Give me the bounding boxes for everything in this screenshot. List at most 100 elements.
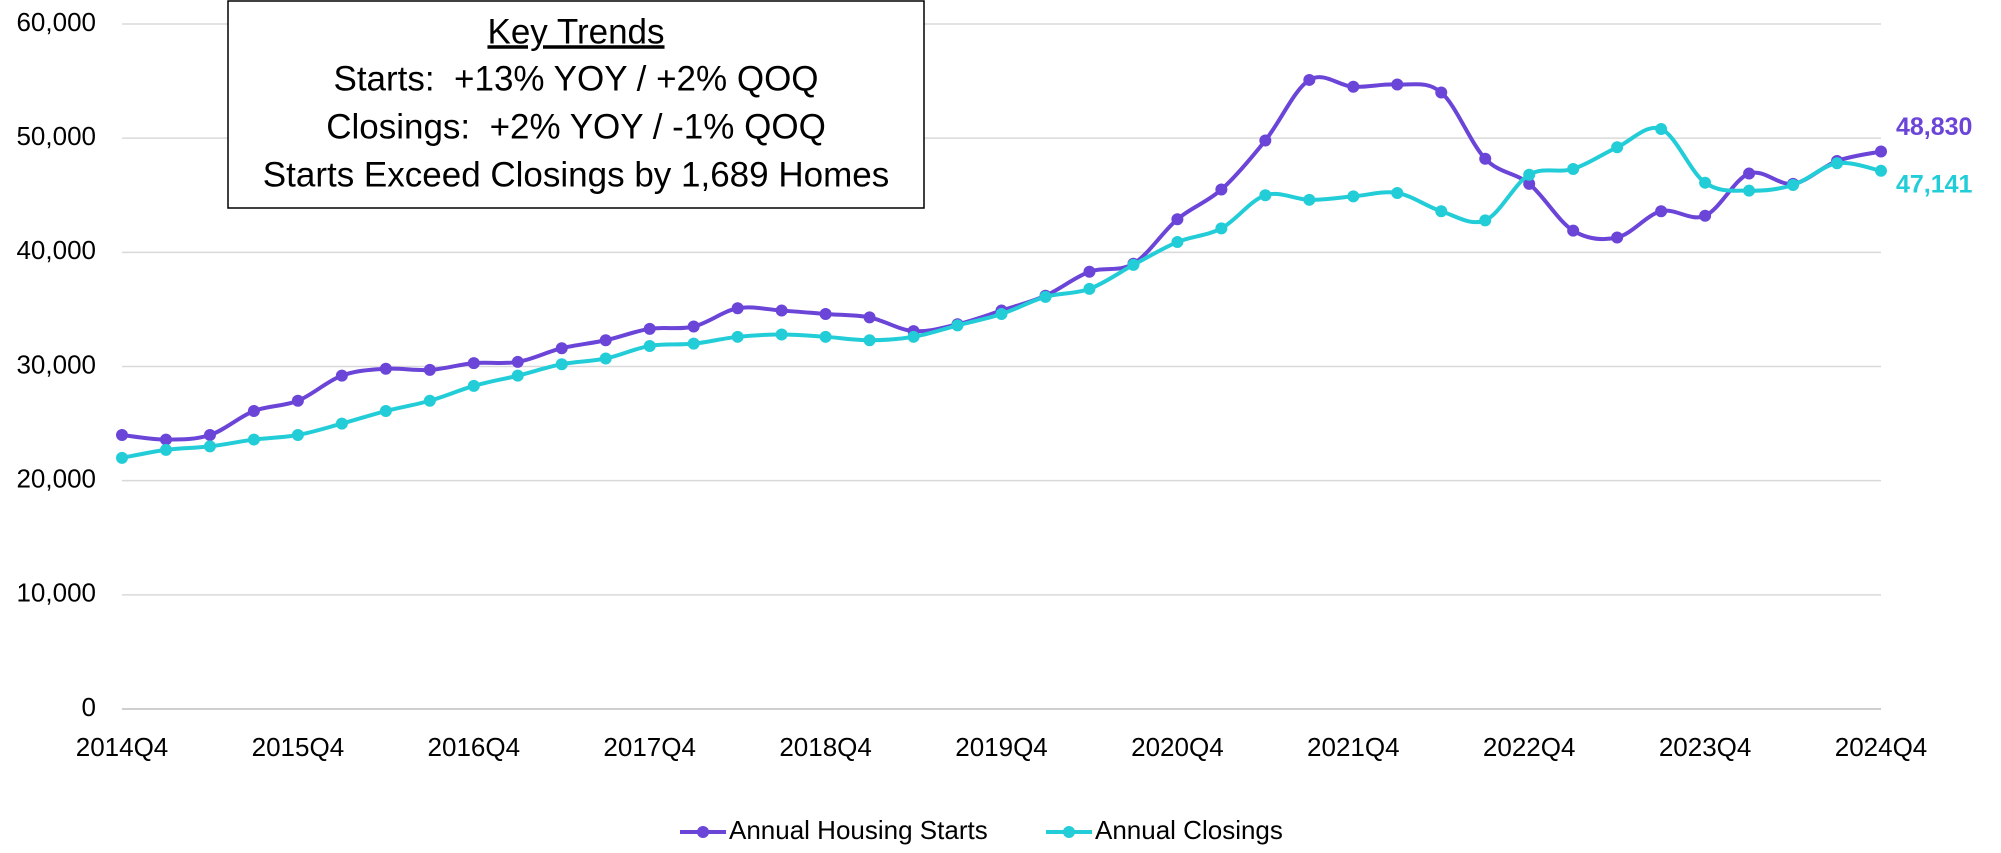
annotation-title: Key Trends (487, 12, 664, 51)
marker (1127, 258, 1140, 271)
marker (1523, 177, 1536, 190)
marker (1435, 205, 1448, 218)
marker (1479, 214, 1492, 227)
marker (1875, 145, 1887, 158)
x-tick-label: 2020Q4 (1131, 732, 1224, 762)
marker (1215, 222, 1228, 235)
marker (203, 440, 216, 453)
marker (951, 319, 964, 332)
marker (159, 433, 172, 446)
y-tick-label: 10,000 (16, 578, 96, 608)
marker (1699, 176, 1712, 189)
x-tick-label: 2014Q4 (76, 732, 169, 762)
marker (1171, 213, 1184, 226)
marker (1259, 189, 1272, 202)
marker (247, 433, 260, 446)
marker (116, 451, 128, 464)
marker (1435, 86, 1448, 99)
marker (555, 358, 568, 371)
series-line (121, 75, 1882, 442)
data-label: 48,830 (1896, 113, 1972, 141)
marker (379, 405, 392, 418)
y-tick-label: 0 (82, 692, 96, 722)
y-tick-label: 40,000 (16, 235, 96, 265)
marker (643, 339, 656, 352)
marker (1831, 157, 1844, 170)
marker (1743, 167, 1756, 180)
marker (819, 307, 832, 320)
marker (907, 330, 920, 343)
annotation-line: Starts Exceed Closings by 1,689 Homes (263, 155, 889, 194)
marker (1215, 183, 1228, 196)
marker (423, 363, 436, 376)
marker (687, 337, 700, 350)
x-tick-label: 2017Q4 (603, 732, 696, 762)
legend-label: Annual Housing Starts (729, 815, 988, 845)
x-tick-label: 2015Q4 (252, 732, 345, 762)
marker (291, 394, 304, 407)
marker (1655, 205, 1668, 218)
marker (1567, 162, 1580, 175)
marker (1391, 78, 1404, 91)
marker (863, 311, 876, 324)
marker (1303, 193, 1316, 206)
marker (599, 334, 612, 347)
marker (511, 369, 524, 382)
marker (863, 334, 876, 347)
marker (1083, 282, 1096, 295)
y-tick-label: 30,000 (16, 349, 96, 379)
x-tick-label: 2018Q4 (779, 732, 872, 762)
marker (1787, 178, 1800, 191)
marker (1655, 123, 1668, 136)
data-label: 47,141 (1896, 170, 1973, 198)
marker (423, 394, 436, 407)
marker (335, 369, 348, 382)
annotation-line: Closings: +2% YOY / -1% QOQ (326, 107, 826, 146)
marker (731, 330, 744, 343)
marker (775, 304, 788, 317)
marker (555, 342, 568, 355)
marker (291, 429, 304, 441)
marker (1567, 224, 1580, 237)
marker (643, 322, 656, 335)
annotation-box: Key Trends Starts: +13% YOY / +2% QOQ Cl… (227, 0, 925, 209)
x-tick-label: 2024Q4 (1835, 732, 1928, 762)
marker (247, 405, 260, 418)
marker (1523, 168, 1536, 181)
marker (467, 379, 480, 392)
x-tick-label: 2021Q4 (1307, 732, 1400, 762)
marker (731, 302, 744, 315)
annotation-frame (227, 0, 925, 209)
legend-marker (1063, 826, 1075, 838)
x-tick-label: 2023Q4 (1659, 732, 1752, 762)
marker (1039, 290, 1052, 303)
y-tick-label: 50,000 (16, 121, 96, 151)
x-tick-label: 2022Q4 (1483, 732, 1576, 762)
marker (599, 352, 612, 365)
marker (1743, 184, 1756, 197)
x-tick-label: 2016Q4 (428, 732, 521, 762)
marker (1303, 73, 1316, 86)
annotation-line: Starts: +13% YOY / +2% QOQ (333, 59, 818, 98)
marker (775, 328, 788, 341)
marker (1479, 152, 1492, 165)
marker (335, 417, 348, 430)
marker (116, 429, 128, 441)
marker (1259, 134, 1272, 147)
marker (467, 357, 480, 370)
marker (1083, 265, 1096, 278)
marker (511, 355, 524, 368)
x-tick-label: 2019Q4 (955, 732, 1048, 762)
marker (1391, 186, 1404, 199)
marker (1611, 141, 1624, 154)
marker (159, 443, 172, 456)
y-tick-label: 20,000 (16, 464, 96, 494)
marker (1875, 164, 1887, 177)
marker (1171, 236, 1184, 249)
marker (995, 307, 1008, 320)
y-tick-label: 60,000 (16, 7, 96, 37)
marker (1347, 190, 1360, 203)
marker (1611, 231, 1624, 244)
marker (687, 320, 700, 333)
